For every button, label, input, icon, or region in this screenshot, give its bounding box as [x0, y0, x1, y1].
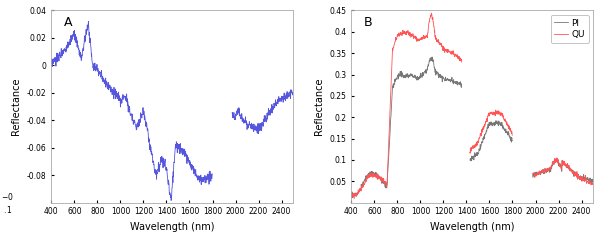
Y-axis label: Reflectance: Reflectance: [314, 78, 324, 135]
QU: [403, 30, 410, 33]
QU: [589, 181, 596, 184]
QU: [370, 174, 377, 176]
PI: [470, 154, 478, 157]
QU: [348, 194, 355, 197]
QU: [571, 173, 578, 176]
PI: [408, 75, 415, 77]
QU: [470, 145, 478, 147]
X-axis label: Wavelength (nm): Wavelength (nm): [130, 222, 214, 232]
Legend: PI, QU: PI, QU: [551, 15, 589, 43]
X-axis label: Wavelength (nm): Wavelength (nm): [430, 222, 514, 232]
Y-axis label: Reflectance: Reflectance: [11, 78, 21, 135]
Text: $-0$
$.1$: $-0$ $.1$: [1, 191, 14, 215]
PI: [589, 179, 596, 182]
QU: [408, 35, 415, 38]
PI: [348, 196, 355, 199]
PI: [571, 175, 578, 178]
PI: [473, 151, 481, 154]
Line: PI: PI: [352, 57, 593, 197]
PI: [370, 171, 377, 174]
Line: QU: QU: [352, 13, 593, 199]
Text: B: B: [364, 16, 372, 29]
PI: [403, 73, 410, 76]
Text: A: A: [64, 16, 72, 29]
QU: [473, 144, 481, 147]
